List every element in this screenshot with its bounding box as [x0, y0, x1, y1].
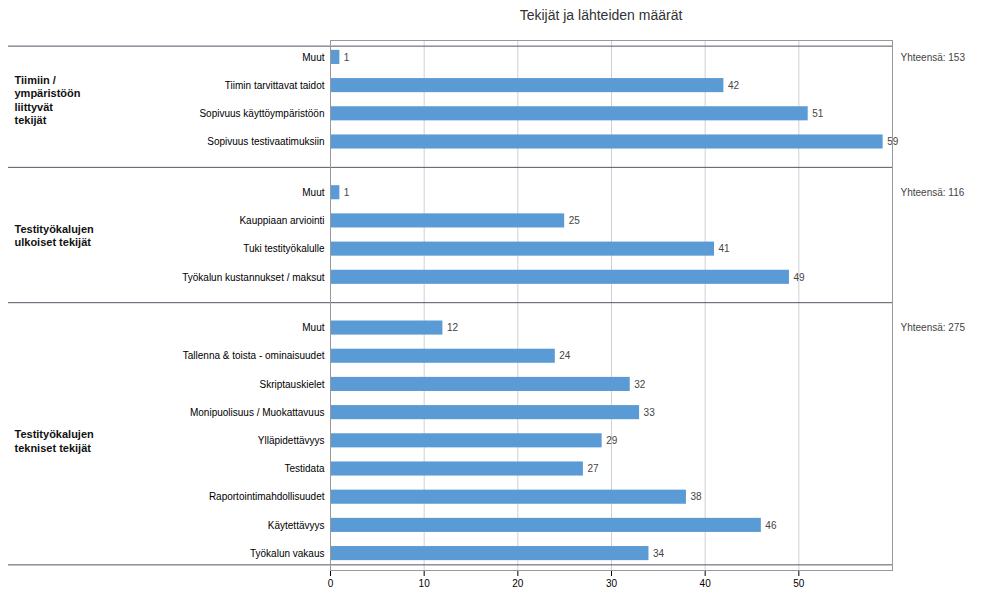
svg-text:Yhteensä: 116: Yhteensä: 116 [901, 187, 965, 198]
svg-text:30: 30 [606, 578, 618, 589]
svg-text:Kauppiaan arviointi: Kauppiaan arviointi [239, 215, 324, 226]
svg-text:51: 51 [812, 108, 824, 119]
svg-text:Tallenna & toista - ominaisuud: Tallenna & toista - ominaisuudet [183, 350, 325, 361]
svg-text:49: 49 [793, 272, 805, 283]
svg-text:1: 1 [344, 52, 350, 63]
svg-text:25: 25 [569, 215, 581, 226]
svg-text:40: 40 [700, 578, 712, 589]
svg-text:38: 38 [690, 491, 702, 502]
svg-text:Tiimin tarvittavat taidot: Tiimin tarvittavat taidot [225, 80, 325, 91]
svg-text:Sopivuus käyttöympäristöön: Sopivuus käyttöympäristöön [199, 108, 324, 119]
svg-text:42: 42 [728, 80, 740, 91]
svg-text:34: 34 [653, 548, 665, 559]
svg-text:1: 1 [344, 187, 350, 198]
svg-text:Sopivuus testivaatimuksiin: Sopivuus testivaatimuksiin [207, 136, 324, 147]
svg-text:Yhteensä: 153: Yhteensä: 153 [901, 52, 966, 63]
svg-text:Käytettävyys: Käytettävyys [268, 520, 325, 531]
svg-text:Monipuolisuus / Muokattavuus: Monipuolisuus / Muokattavuus [190, 407, 325, 418]
svg-text:Työkalun kustannukset / maksut: Työkalun kustannukset / maksut [182, 272, 325, 283]
svg-text:Yhteensä: 275: Yhteensä: 275 [901, 322, 966, 333]
svg-text:Testidata: Testidata [284, 463, 324, 474]
svg-text:Tuki testityökalulle: Tuki testityökalulle [243, 243, 325, 254]
svg-text:Muut: Muut [302, 322, 324, 333]
svg-text:12: 12 [447, 322, 459, 333]
svg-text:20: 20 [512, 578, 524, 589]
svg-text:33: 33 [644, 407, 656, 418]
svg-text:29: 29 [606, 435, 618, 446]
svg-text:Testityökalujenulkoiset tekijä: Testityökalujenulkoiset tekijät [15, 223, 95, 248]
svg-text:0: 0 [328, 578, 334, 589]
svg-text:41: 41 [719, 243, 731, 254]
svg-text:Raportointimahdollisuudet: Raportointimahdollisuudet [209, 491, 325, 502]
svg-text:46: 46 [765, 520, 777, 531]
svg-text:32: 32 [634, 379, 646, 390]
svg-text:Muut: Muut [302, 52, 324, 63]
svg-text:Ylläpidettävyys: Ylläpidettävyys [258, 435, 325, 446]
svg-text:Muut: Muut [302, 187, 324, 198]
svg-text:Skriptauskielet: Skriptauskielet [259, 379, 324, 390]
svg-text:24: 24 [559, 350, 571, 361]
svg-text:59: 59 [887, 136, 899, 148]
svg-text:27: 27 [587, 463, 599, 474]
svg-text:Testityökalujentekniset tekijä: Testityökalujentekniset tekijät [15, 428, 95, 453]
svg-text:10: 10 [419, 578, 431, 589]
svg-text:Tiimiin /ympäristöönliittyvätt: Tiimiin /ympäristöönliittyvättekijät [15, 74, 81, 126]
svg-text:Työkalun vakaus: Työkalun vakaus [250, 548, 325, 559]
html-text:Tekijät ja lähteiden määrät: Tekijät ja lähteiden määrät [519, 7, 683, 23]
svg-text:50: 50 [793, 578, 805, 589]
